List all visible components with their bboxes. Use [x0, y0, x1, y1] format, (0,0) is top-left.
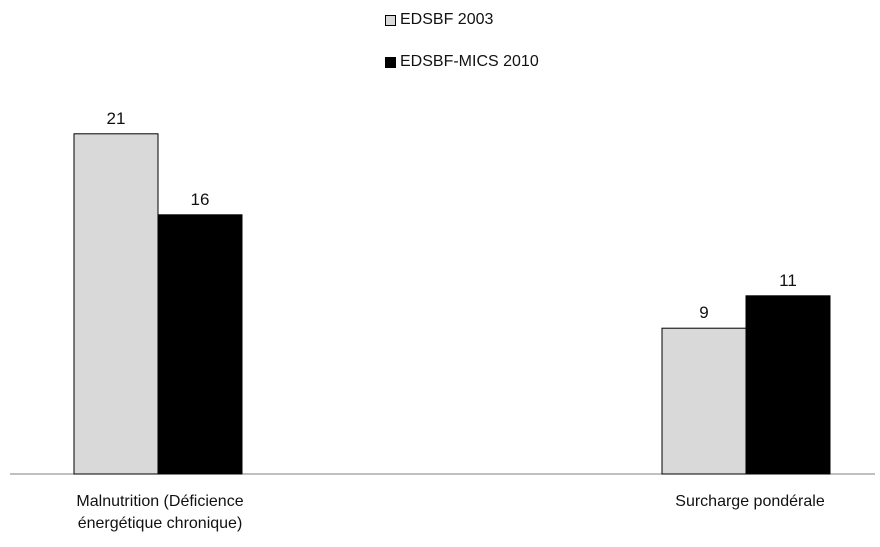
data-label-surcharge-2003: 9 [699, 303, 708, 322]
category-label-malnutrition: Malnutrition (Déficience énergétique chr… [15, 491, 305, 535]
data-label-malnutrition-2003: 21 [107, 109, 126, 128]
category-label-surcharge-line1: Surcharge pondérale [675, 493, 825, 510]
legend-swatch-2010 [385, 56, 396, 68]
data-label-surcharge-2010: 11 [779, 271, 797, 290]
bar-malnutrition-2010 [157, 214, 243, 475]
category-label-surcharge: Surcharge pondérale [605, 491, 880, 513]
legend: EDSBF 2003 EDSBF-MICS 2010 [385, 10, 539, 94]
category-label-malnutrition-line2: énergétique chronique) [77, 515, 243, 532]
legend-label-2010: EDSBF-MICS 2010 [400, 53, 539, 70]
data-label-malnutrition-2010: 16 [191, 190, 210, 209]
bar-surcharge-2010 [745, 295, 831, 475]
bar-surcharge-2003 [661, 327, 747, 475]
legend-item-2003: EDSBF 2003 [385, 10, 539, 30]
category-label-malnutrition-line1: Malnutrition (Déficience [76, 493, 244, 510]
legend-item-2010: EDSBF-MICS 2010 [385, 52, 539, 72]
bar-malnutrition-2003 [73, 133, 159, 475]
legend-label-2003: EDSBF 2003 [400, 11, 494, 28]
legend-swatch-2003 [385, 14, 396, 26]
